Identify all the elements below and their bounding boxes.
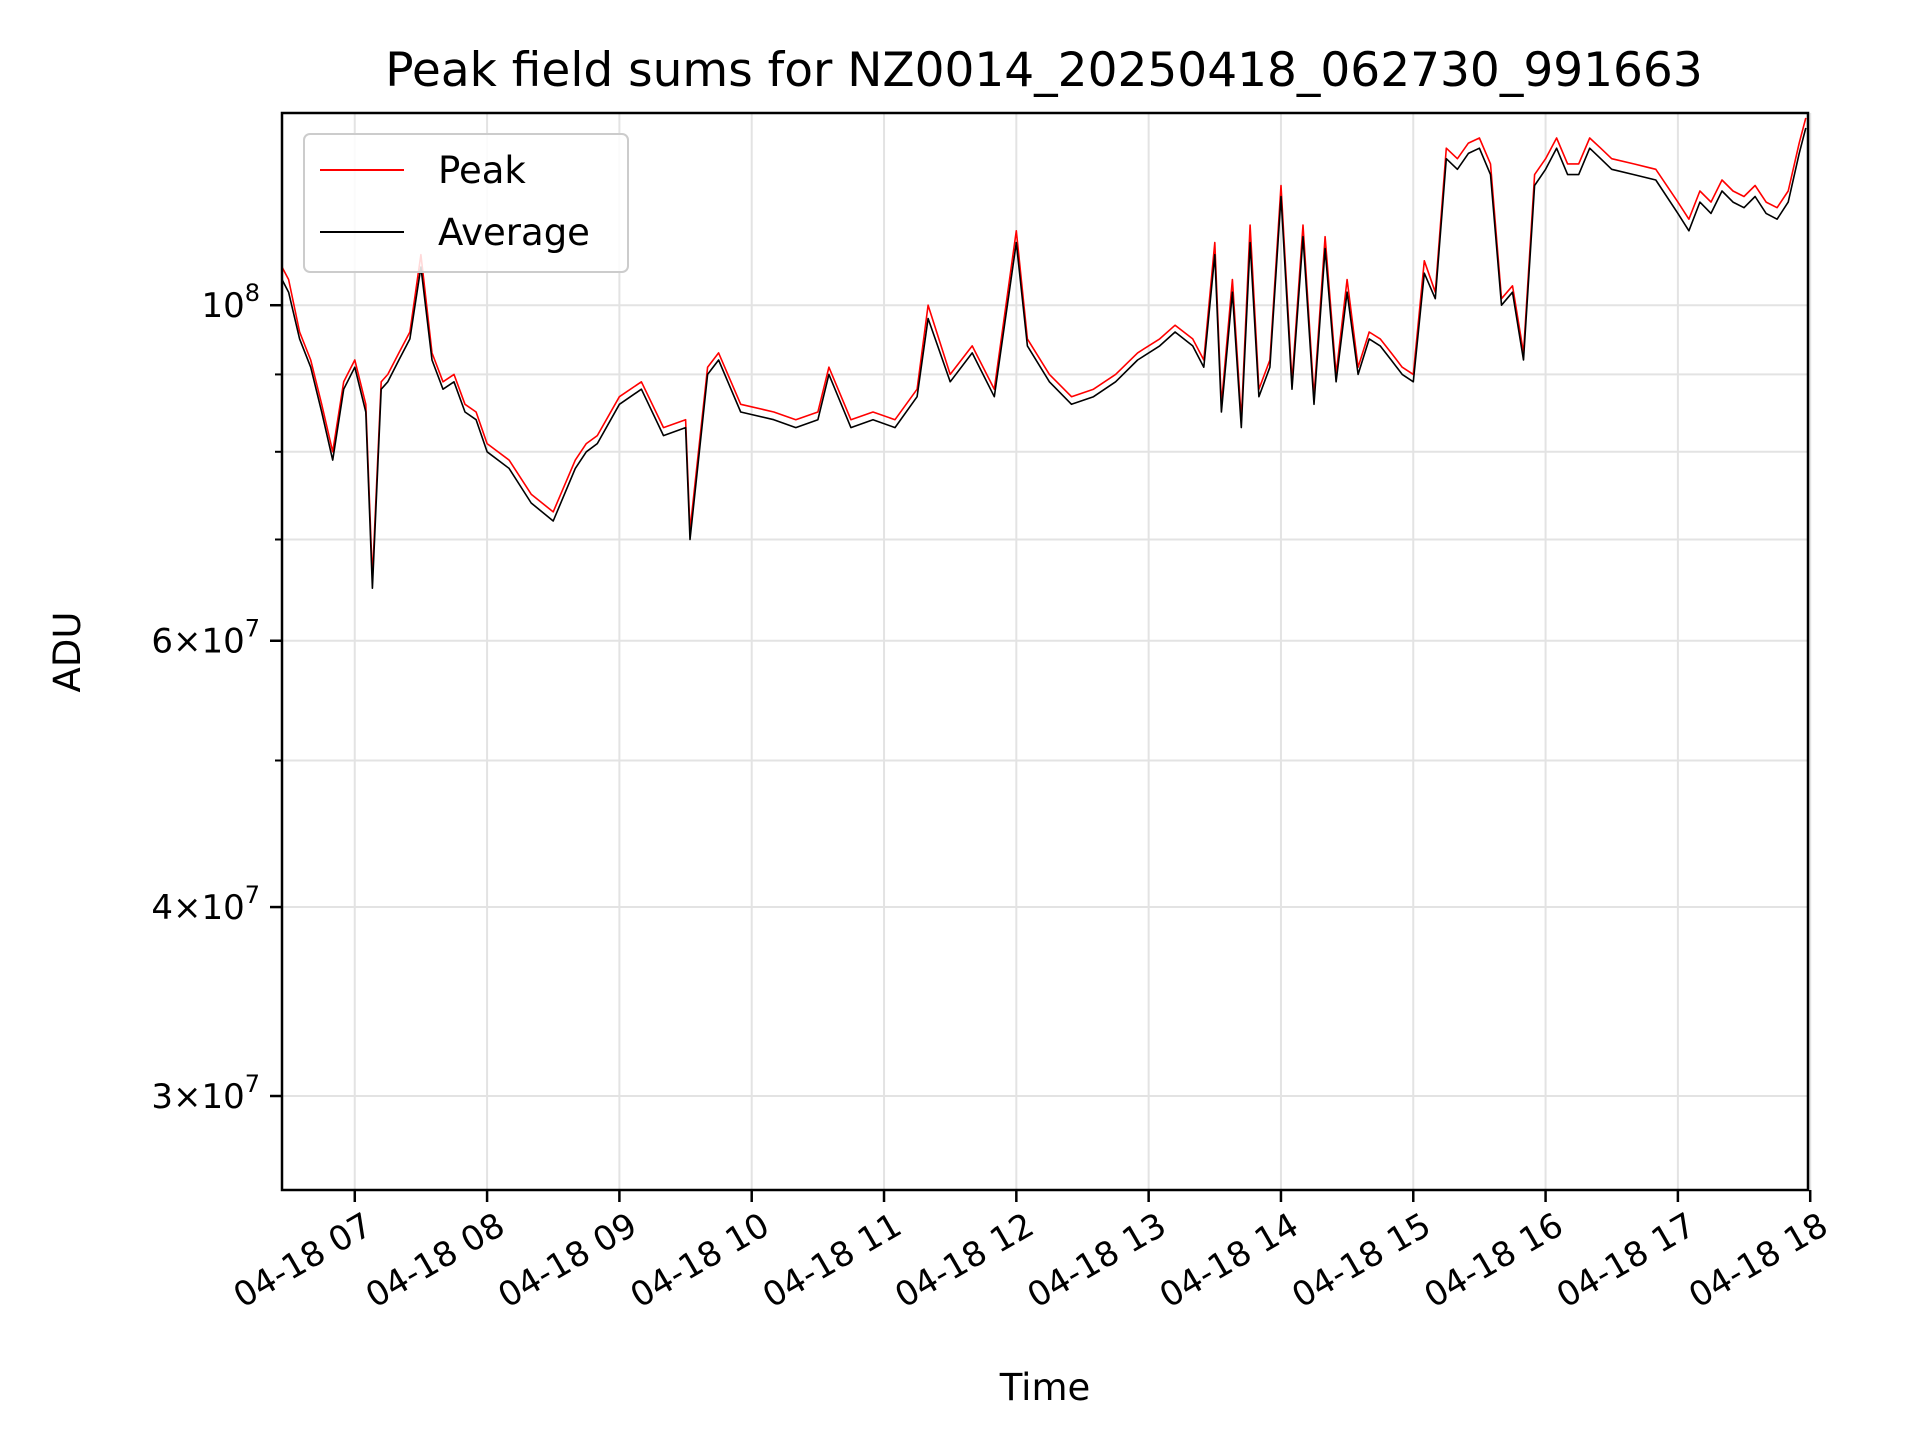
- legend-label-peak: Peak: [438, 149, 526, 192]
- series-lines: [282, 117, 1807, 590]
- series-line-peak: [282, 117, 1807, 579]
- y-tick-label: 6×107: [151, 615, 260, 662]
- x-tick-label: 04-18 17: [1550, 1205, 1702, 1316]
- x-tick-label: 04-18 09: [492, 1205, 644, 1316]
- y-tick-label: 3×107: [151, 1070, 260, 1117]
- x-tick-label: 04-18 14: [1153, 1205, 1305, 1316]
- x-tick-label: 04-18 08: [359, 1205, 511, 1316]
- x-tick-label: 04-18 12: [888, 1205, 1040, 1316]
- x-tick-label: 04-18 18: [1682, 1205, 1834, 1316]
- x-tick-label: 04-18 15: [1285, 1205, 1437, 1316]
- plot-frame: [280, 111, 1810, 1192]
- y-axis: 3×107 4×107 6×107 108: [151, 279, 282, 1117]
- x-tick-label: 04-18 16: [1418, 1205, 1570, 1316]
- y-tick-label: 4×107: [151, 881, 260, 928]
- x-axis-label: Time: [999, 1366, 1091, 1409]
- chart-title: Peak field sums for NZ0014_20250418_0627…: [385, 43, 1702, 98]
- x-tick-label: 04-18 07: [227, 1205, 379, 1316]
- grid: [282, 113, 1812, 1190]
- y-tick-label: 108: [201, 279, 260, 326]
- legend-box: [303, 133, 629, 273]
- y-axis-label: ADU: [46, 612, 89, 693]
- x-tick-label: 04-18 13: [1021, 1205, 1173, 1316]
- series-line-average: [282, 127, 1807, 590]
- x-tick-label: 04-18 10: [624, 1205, 776, 1316]
- legend: Peak Average: [303, 133, 629, 273]
- legend-label-average: Average: [438, 211, 590, 254]
- x-tick-label: 04-18 11: [756, 1205, 908, 1316]
